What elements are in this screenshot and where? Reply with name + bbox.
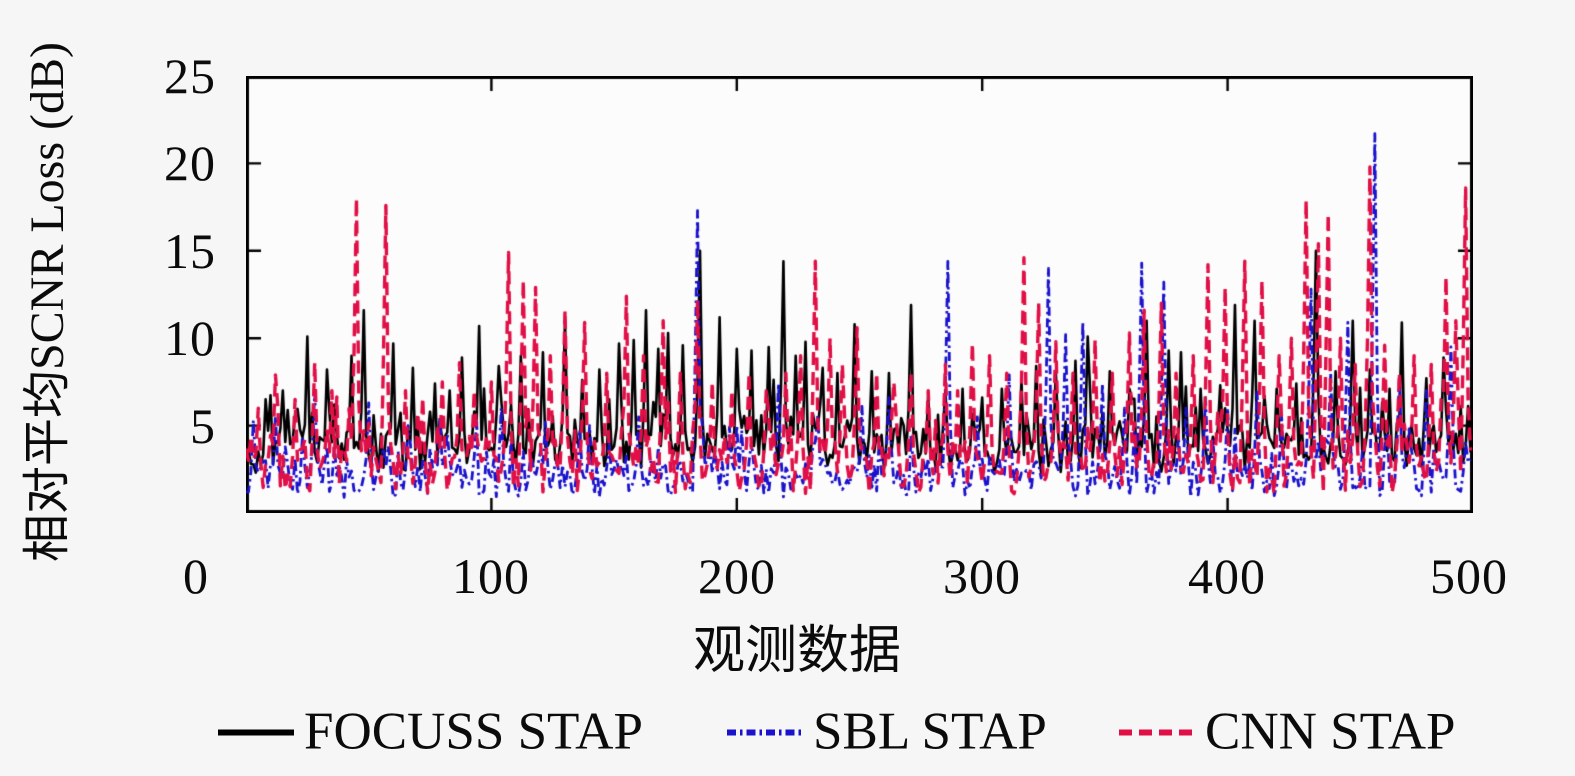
sbl-stap-line-swatch-icon [727, 729, 803, 735]
y-tick-5: 5 [190, 398, 216, 454]
y-tick-15: 15 [164, 223, 216, 279]
legend-item-sbl-stap: SBL STAP [725, 702, 1047, 761]
x-tick-500: 500 [1430, 548, 1508, 604]
legend-label-focuss-stap: FOCUSS STAP [304, 702, 643, 761]
legend-label-cnn-stap: CNN STAP [1205, 702, 1456, 761]
cnn-stap-line-swatch-icon [1119, 729, 1195, 735]
y-axis-label: 相对平均SCNR Loss (dB) [21, 41, 74, 563]
legend-item-focuss-stap: FOCUSS STAP [216, 702, 643, 761]
legend-label-sbl-stap: SBL STAP [813, 702, 1047, 761]
focuss-stap-line-swatch-icon [218, 729, 294, 735]
x-tick-100: 100 [452, 548, 530, 604]
x-tick-300: 300 [943, 548, 1021, 604]
x-tick-400: 400 [1188, 548, 1266, 604]
y-tick-20: 20 [164, 135, 216, 191]
legend-item-cnn-stap: CNN STAP [1117, 702, 1456, 761]
y-tick-10: 10 [164, 310, 216, 366]
x-axis-label: 观测数据 [692, 623, 902, 680]
plot-area [246, 76, 1473, 513]
x-tick-0: 0 [183, 548, 209, 604]
y-tick-25: 25 [164, 48, 216, 104]
x-tick-200: 200 [698, 548, 776, 604]
